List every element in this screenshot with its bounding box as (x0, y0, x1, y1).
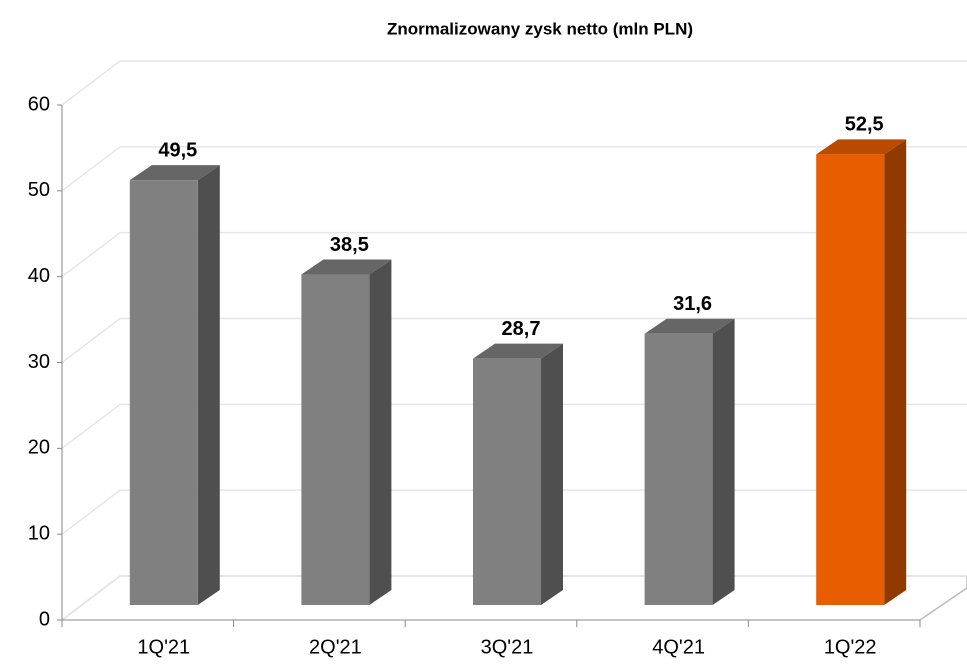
x-tick-label: 3Q'21 (481, 636, 534, 658)
bar-side (197, 165, 220, 605)
y-tick-label: 30 (28, 351, 50, 373)
bar (301, 274, 370, 605)
x-tick-label: 2Q'21 (309, 636, 362, 658)
value-label: 28,7 (502, 318, 541, 340)
bar-top (644, 318, 735, 334)
y-tick-label: 40 (28, 265, 50, 287)
bar (644, 333, 713, 605)
value-label: 38,5 (330, 234, 369, 256)
grid-line (61, 317, 967, 364)
x-tick-label: 4Q'21 (652, 636, 705, 658)
bar-side (712, 318, 735, 605)
chart-title: Znormalizowany zysk netto (mln PLN) (387, 19, 693, 38)
grid-line (61, 146, 967, 192)
x-tick-label: 1Q'22 (824, 636, 877, 658)
bar-top (301, 259, 392, 275)
bar-side (541, 343, 563, 605)
bar (473, 358, 541, 605)
y-tick-label: 20 (28, 437, 50, 459)
bar (129, 180, 198, 605)
y-tick-label: 60 (28, 93, 50, 115)
value-label: 31,6 (673, 293, 712, 315)
value-label: 52,5 (845, 114, 884, 136)
x-tick-label: 1Q'21 (137, 636, 190, 658)
bar-top (129, 165, 220, 181)
bar-top (473, 343, 563, 359)
bar-top (816, 139, 907, 155)
bar-side (369, 259, 392, 605)
bar-side (884, 139, 907, 605)
y-tick-label: 50 (28, 179, 50, 201)
value-label: 49,5 (158, 139, 197, 161)
grid-line (61, 231, 967, 278)
y-tick-label: 10 (28, 522, 50, 544)
y-tick-label: 0 (39, 608, 50, 630)
bar (816, 154, 885, 605)
grid-line (61, 60, 967, 106)
